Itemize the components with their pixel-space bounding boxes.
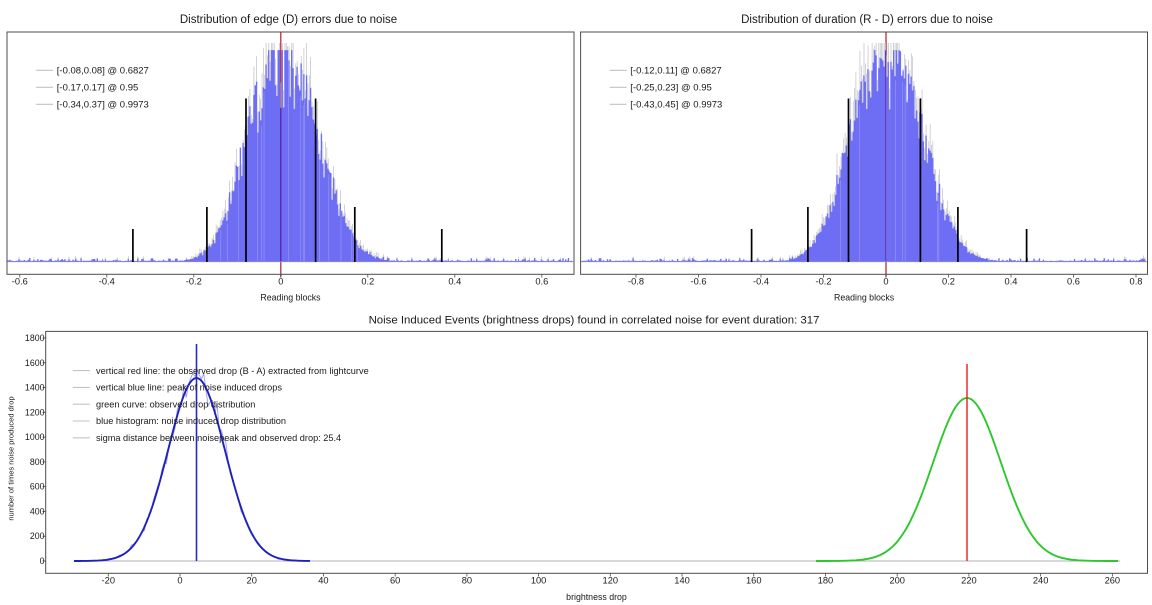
svg-text:1600: 1600 <box>25 358 45 368</box>
svg-text:60: 60 <box>390 576 400 586</box>
svg-text:vertical red line: the observe: vertical red line: the observed drop (B … <box>96 366 369 376</box>
svg-text:20: 20 <box>247 576 257 586</box>
svg-text:140: 140 <box>674 576 690 586</box>
svg-text:200: 200 <box>889 576 905 586</box>
svg-text:[-0.08,0.08] @ 0.6827: [-0.08,0.08] @ 0.6827 <box>57 66 149 77</box>
svg-text:0.8: 0.8 <box>1130 277 1143 287</box>
svg-text:Noise Induced Events (brightne: Noise Induced Events (brightness drops) … <box>369 315 820 327</box>
svg-text:1400: 1400 <box>25 383 45 393</box>
svg-text:0.4: 0.4 <box>448 277 461 287</box>
svg-text:[-0.17,0.17] @ 0.95: [-0.17,0.17] @ 0.95 <box>57 83 138 94</box>
svg-text:0.4: 0.4 <box>1005 277 1018 287</box>
svg-text:-20: -20 <box>102 576 115 586</box>
svg-text:0.6: 0.6 <box>1067 277 1080 287</box>
svg-text:200: 200 <box>30 531 45 541</box>
svg-text:260: 260 <box>1105 576 1121 586</box>
svg-text:240: 240 <box>1033 576 1049 586</box>
svg-text:vertical blue line: peak of no: vertical blue line: peak of noise induce… <box>96 383 282 393</box>
svg-text:-0.4: -0.4 <box>753 277 769 287</box>
svg-text:brightness drop: brightness drop <box>566 592 627 602</box>
svg-text:100: 100 <box>531 576 547 586</box>
svg-text:1800: 1800 <box>25 333 45 343</box>
svg-text:-0.2: -0.2 <box>815 277 831 287</box>
svg-text:-0.6: -0.6 <box>12 277 28 287</box>
svg-text:120: 120 <box>603 576 619 586</box>
svg-text:0: 0 <box>177 576 182 586</box>
svg-text:number of times noise produced: number of times noise produced drop <box>7 396 16 520</box>
svg-text:-0.8: -0.8 <box>628 277 644 287</box>
svg-text:1000: 1000 <box>25 432 45 442</box>
svg-text:-0.4: -0.4 <box>99 277 115 287</box>
svg-text:400: 400 <box>30 506 45 516</box>
svg-text:sigma distance between noisepe: sigma distance between noisepeak and obs… <box>96 433 341 443</box>
svg-text:0.2: 0.2 <box>361 277 374 287</box>
svg-text:Distribution of duration (R -: Distribution of duration (R - D) errors … <box>741 14 993 26</box>
svg-text:0.6: 0.6 <box>535 277 548 287</box>
svg-text:220: 220 <box>961 576 977 586</box>
svg-text:[-0.43,0.45] @ 0.9973: [-0.43,0.45] @ 0.9973 <box>630 100 722 111</box>
svg-text:[-0.12,0.11] @ 0.6827: [-0.12,0.11] @ 0.6827 <box>630 66 721 77</box>
svg-text:Distribution of edge (D) error: Distribution of edge (D) errors due to n… <box>180 14 397 26</box>
svg-text:0: 0 <box>40 556 45 566</box>
svg-text:0: 0 <box>278 277 283 287</box>
svg-text:Reading blocks: Reading blocks <box>260 293 321 303</box>
svg-text:600: 600 <box>30 482 45 492</box>
svg-text:-0.2: -0.2 <box>186 277 202 287</box>
svg-text:1200: 1200 <box>25 407 45 417</box>
svg-text:180: 180 <box>818 576 834 586</box>
svg-text:0: 0 <box>883 277 888 287</box>
svg-text:160: 160 <box>746 576 762 586</box>
svg-text:[-0.25,0.23] @ 0.95: [-0.25,0.23] @ 0.95 <box>630 83 711 94</box>
svg-text:40: 40 <box>318 576 328 586</box>
svg-text:80: 80 <box>462 576 472 586</box>
svg-text:green curve: observed drop dis: green curve: observed drop distribution <box>96 399 255 409</box>
svg-text:0.2: 0.2 <box>942 277 955 287</box>
svg-text:[-0.34,0.37] @ 0.9973: [-0.34,0.37] @ 0.9973 <box>57 100 149 111</box>
svg-text:800: 800 <box>30 457 45 467</box>
svg-text:blue histogram: noise induced: blue histogram: noise induced drop distr… <box>96 416 286 426</box>
svg-text:-0.6: -0.6 <box>690 277 706 287</box>
svg-text:Reading blocks: Reading blocks <box>834 293 895 303</box>
